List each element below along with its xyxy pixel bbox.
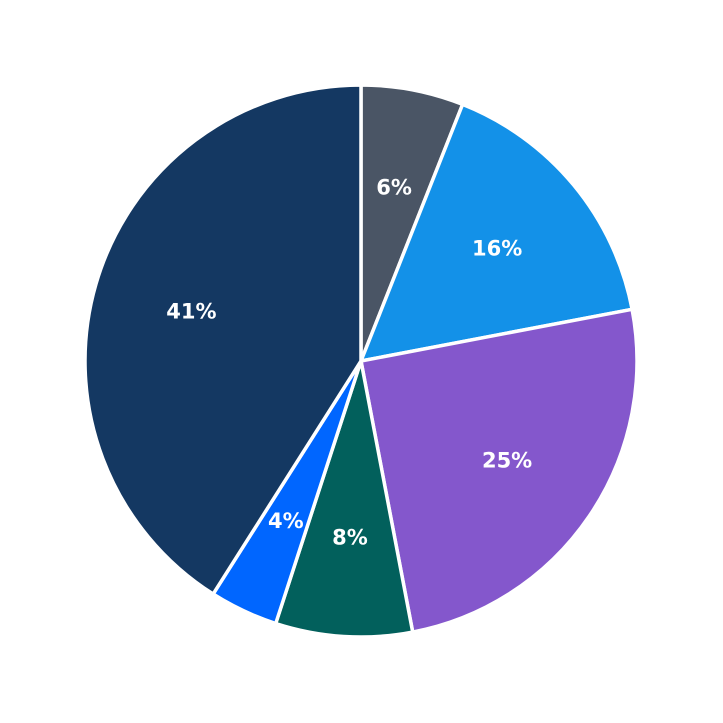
- pie-slice-41pct: [83, 83, 363, 596]
- slice-label: 6%: [376, 175, 412, 199]
- pie-slice-25pct: [359, 307, 639, 634]
- pie-slices: [83, 83, 639, 639]
- slice-label: 4%: [268, 509, 304, 533]
- slice-label: 25%: [482, 448, 532, 472]
- pie-labels: 6% 16% 25% 8% 4% 41%: [166, 175, 532, 549]
- pie-slice-16pct: [359, 102, 634, 363]
- slice-label: 41%: [166, 300, 216, 324]
- pie-slice-8pct: [273, 359, 415, 639]
- slice-label: 16%: [472, 236, 522, 260]
- slice-label: 8%: [332, 525, 368, 549]
